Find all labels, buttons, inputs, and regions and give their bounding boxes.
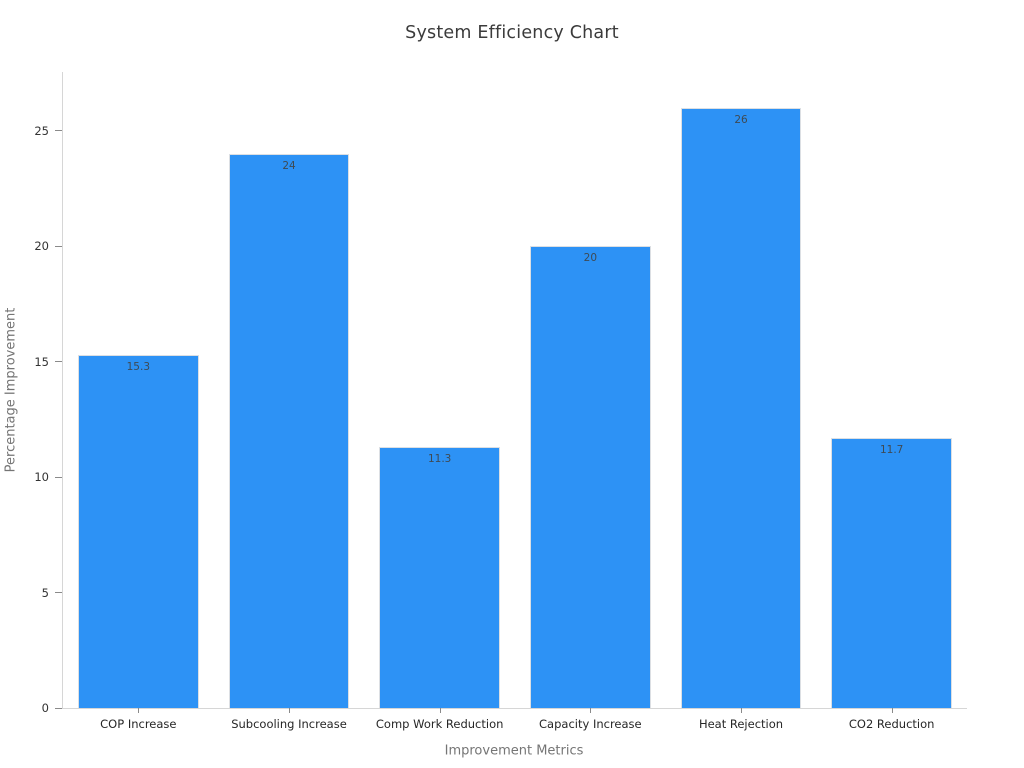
bar: 11.3 — [379, 447, 500, 708]
y-tick-label: 5 — [41, 585, 49, 600]
x-tick-mark — [741, 708, 742, 713]
bar-value-label: 11.3 — [427, 453, 452, 466]
bar: 24 — [228, 153, 350, 708]
bar-slot: 15.3 — [63, 72, 214, 708]
chart-title: System Efficiency Chart — [405, 23, 619, 43]
x-tick-mark — [439, 708, 441, 713]
x-category-label: CO2 Reduction — [848, 717, 935, 731]
y-tick-label: 10 — [34, 470, 49, 485]
y-tick-mark — [55, 707, 62, 709]
bar-value-label: 26 — [734, 113, 748, 126]
x-tick-mark — [289, 708, 290, 713]
bar-slot: 11.3 — [364, 72, 515, 708]
x-category-label: Capacity Increase — [539, 717, 642, 731]
bar-slot: 26 — [666, 72, 817, 708]
x-tick-mark — [590, 708, 592, 713]
bar-value-label: 20 — [583, 252, 598, 265]
bar-value-label: 11.7 — [879, 443, 904, 456]
y-tick-mark — [55, 361, 62, 363]
bars-row: 15.3 24 11.3 20 26 11.7 — [63, 72, 967, 708]
y-tick-mark — [55, 245, 62, 247]
y-tick-label: 20 — [34, 239, 49, 254]
bar: 15.3 — [78, 354, 199, 708]
x-tick-mark — [138, 708, 140, 713]
bar: 11.7 — [831, 437, 952, 708]
x-category-label: COP Increase — [100, 717, 177, 731]
y-tick-label: 0 — [41, 701, 49, 715]
bar-value-label: 24 — [282, 159, 296, 172]
y-tick-label: 15 — [34, 354, 49, 369]
x-tick-mark — [891, 708, 893, 713]
y-axis-title: Percentage Improvement — [3, 307, 19, 473]
bar: 26 — [680, 107, 802, 708]
y-tick-mark — [55, 592, 62, 594]
plot-area: 15.3 24 11.3 20 26 11.7 0 5 10 15 20 25 COP Increas… — [34, 72, 967, 731]
bar: 20 — [530, 246, 651, 708]
x-axis-title: Improvement Metrics — [444, 743, 584, 759]
bar-slot: 24 — [214, 72, 365, 708]
x-category-label: Heat Rejection — [698, 717, 784, 731]
y-tick-mark — [55, 476, 62, 478]
y-tick-mark — [55, 130, 62, 132]
bar-value-label: 15.3 — [126, 360, 151, 373]
bar-slot: 11.7 — [816, 72, 967, 708]
x-category-label: Subcooling Increase — [231, 717, 347, 731]
bar-slot: 20 — [515, 72, 666, 708]
x-category-label: Comp Work Reduction — [375, 717, 504, 731]
y-tick-label: 25 — [34, 123, 49, 138]
